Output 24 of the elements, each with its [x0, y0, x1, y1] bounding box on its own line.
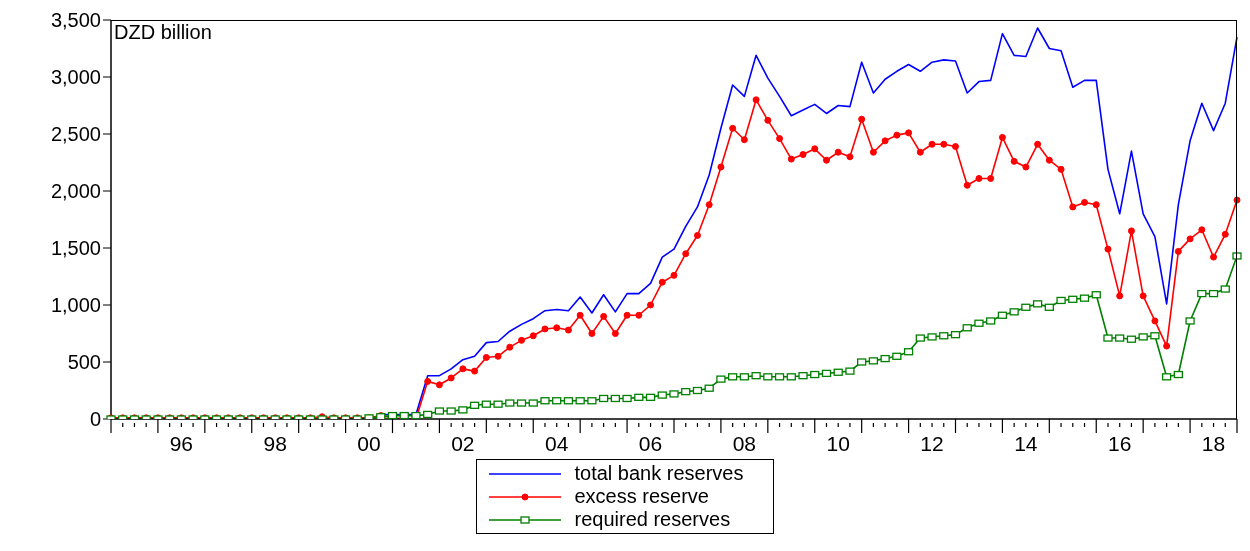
x-tick-label: 08	[732, 432, 757, 455]
x-tick-label: 06	[638, 432, 663, 455]
y-tick-label: 500	[67, 351, 101, 374]
x-tick-label: 12	[920, 432, 944, 455]
y-tick-label: 0	[89, 408, 101, 431]
x-tick-label: 10	[826, 432, 850, 455]
x-tick-label: 00	[357, 432, 381, 455]
y-tick-label: 2,500	[50, 123, 101, 146]
x-tick-label: 14	[1014, 432, 1038, 455]
legend-label: required reserves	[574, 508, 731, 531]
y-tick-label: 3,500	[50, 9, 101, 32]
x-tick-label: 18	[1201, 432, 1226, 455]
legend-label: excess reserve	[574, 485, 709, 508]
y-tick-label: 2,000	[50, 180, 101, 203]
x-tick-label: 98	[263, 432, 287, 455]
x-tick-label: 96	[169, 432, 194, 455]
x-tick-label: 02	[451, 432, 475, 455]
legend-label: total bank reserves	[574, 462, 744, 485]
y-tick-label: 1,000	[50, 294, 101, 317]
y-tick-label: 1,500	[50, 237, 101, 260]
y-tick-label: 3,000	[50, 66, 101, 89]
x-tick-label: 16	[1108, 432, 1132, 455]
y-axis-title: DZD billion	[114, 21, 212, 44]
x-tick-label: 04	[545, 432, 569, 455]
